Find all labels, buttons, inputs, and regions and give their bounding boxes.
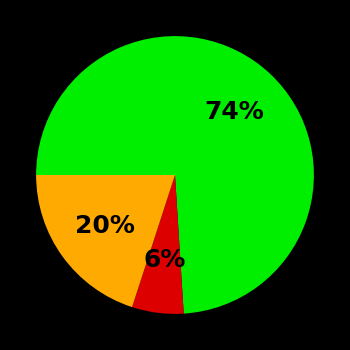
Wedge shape — [36, 175, 175, 307]
Text: 6%: 6% — [143, 248, 186, 272]
Text: 20%: 20% — [75, 214, 135, 238]
Wedge shape — [132, 175, 184, 314]
Wedge shape — [36, 36, 314, 314]
Text: 74%: 74% — [204, 100, 264, 124]
